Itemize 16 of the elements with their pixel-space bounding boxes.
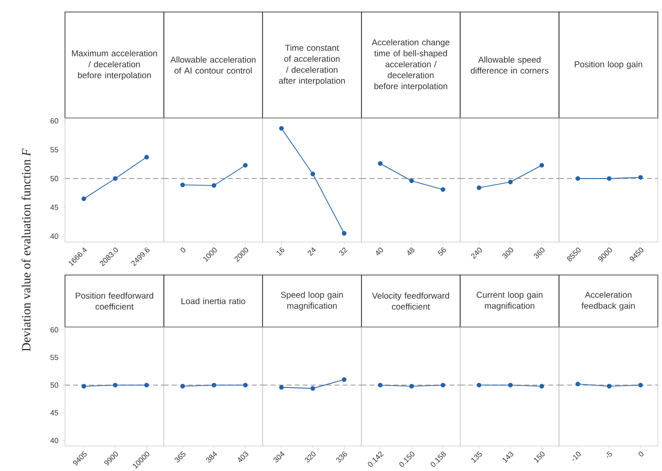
chart-title: Time constant of acceleration / deceleration after interpolation (279, 44, 345, 86)
point (144, 155, 149, 160)
chart-title: Load inertia ratio (182, 298, 246, 304)
chart-title: Acceleration change time of bell-shaped acceleration / deceleration before interpolation (372, 39, 450, 92)
point (112, 176, 118, 182)
chart-title: Current loop gain magnification (476, 292, 542, 311)
chart-title: Speed loop gain magnification (280, 292, 343, 311)
chart-title: Maximum acceleration / deceleration before interpolation (72, 50, 157, 80)
chart-title: Velocity feedforward coefficient (372, 292, 450, 310)
chart-title: Acceleration feedback gain (582, 292, 635, 311)
chart-title: Allowable acceleration of AI contour control (170, 56, 256, 74)
chart-title: Allowable speed difference in corners (470, 56, 548, 74)
chart-title: Position loop gain (574, 61, 642, 70)
chart-title: Position feedforward coefficient (76, 292, 154, 310)
point (82, 196, 86, 202)
y-axis-title: Deviation value of evaluation function F (22, 148, 30, 352)
